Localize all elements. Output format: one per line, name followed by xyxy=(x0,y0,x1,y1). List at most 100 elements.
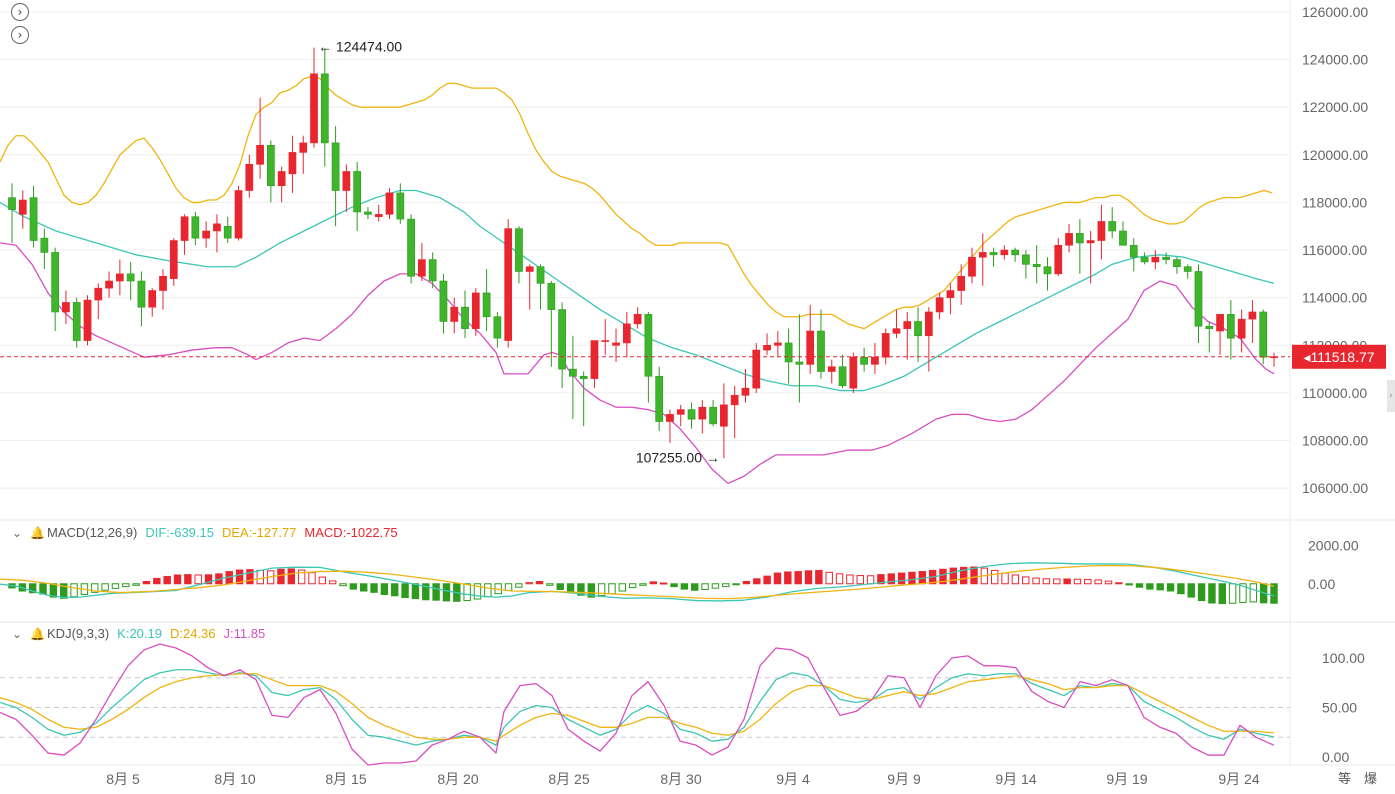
candle-down xyxy=(353,171,362,213)
macd-legend-macd: MACD:-1022.75 xyxy=(304,525,398,540)
macd-bar-negative xyxy=(1135,583,1144,588)
candle-down xyxy=(860,356,868,365)
candle-down xyxy=(569,368,577,377)
macd-bar-negative xyxy=(484,583,492,598)
macd-bar-negative xyxy=(359,583,368,592)
macd-bar-negative xyxy=(473,583,482,600)
macd-bar-positive xyxy=(887,573,895,585)
candle-up xyxy=(299,142,308,153)
macd-tick-label: 0.00 xyxy=(1308,576,1335,592)
candle-up xyxy=(62,302,70,313)
macd-bar-negative xyxy=(1208,583,1216,604)
macd-bar-positive xyxy=(1063,578,1071,585)
macd-bar-negative xyxy=(1197,583,1206,602)
nav-forward-icon[interactable]: › xyxy=(11,3,29,21)
candle-down xyxy=(72,302,81,341)
macd-bar-positive xyxy=(1115,582,1123,585)
kdj-tick-label: 50.00 xyxy=(1322,699,1357,715)
candle-up xyxy=(1097,221,1106,241)
bell-icon[interactable]: 🔔 xyxy=(30,626,46,641)
macd-bar-positive xyxy=(856,575,864,585)
macd-bar-positive xyxy=(835,573,844,585)
price-tick-label: 126000.00 xyxy=(1302,4,1368,20)
chevron-down-icon[interactable]: ⌄ xyxy=(12,626,23,641)
price-tick-label: 114000.00 xyxy=(1302,290,1367,306)
candle-down xyxy=(331,142,340,191)
candle-down xyxy=(1075,233,1084,244)
footer-icon-2[interactable]: 爆 xyxy=(1364,772,1378,787)
macd-bar-negative xyxy=(1270,583,1278,604)
macd-bar-positive xyxy=(815,569,823,585)
macd-bar-negative xyxy=(1166,583,1175,592)
macd-bar-positive xyxy=(287,568,296,585)
candle-up xyxy=(612,342,620,346)
macd-bar-negative xyxy=(28,583,37,594)
macd-bar-negative xyxy=(422,583,430,601)
candle-down xyxy=(267,144,275,187)
nav-forward-icon-2[interactable]: › xyxy=(11,26,29,44)
candle-up xyxy=(504,228,513,341)
candle-down xyxy=(579,375,588,379)
candle-up xyxy=(342,171,351,191)
macd-bar-negative xyxy=(411,583,420,600)
macd-bar-negative xyxy=(1239,583,1247,603)
candle-down xyxy=(1022,254,1030,265)
price-tick-label: 124000.00 xyxy=(1302,52,1368,68)
chevron-down-icon[interactable]: ⌄ xyxy=(12,525,23,540)
x-tick-label: 8月 30 xyxy=(660,771,701,787)
candle-up xyxy=(622,323,631,344)
macd-bar-negative xyxy=(91,583,99,593)
macd-legend-dea: DEA:-127.77 xyxy=(221,525,297,540)
candle-down xyxy=(817,330,825,372)
macd-bar-positive xyxy=(649,581,658,585)
candle-down xyxy=(126,273,135,282)
candle-up xyxy=(1237,318,1246,339)
candle-up xyxy=(601,340,610,342)
macd-dif-line xyxy=(0,562,1275,602)
candle-up xyxy=(903,321,912,329)
candle-up xyxy=(83,299,92,341)
macd-bar-positive xyxy=(246,569,254,585)
macd-dea-line xyxy=(0,564,1275,600)
candle-up xyxy=(105,280,113,289)
candle-up xyxy=(892,328,901,334)
macd-legend-name: MACD(12,26,9) xyxy=(47,525,138,540)
candle-down xyxy=(1032,264,1041,268)
candle-up xyxy=(849,356,858,389)
macd-bar-positive xyxy=(990,569,999,585)
x-tick-label: 9月 4 xyxy=(776,771,810,787)
macd-bar-negative xyxy=(597,583,606,597)
macd-bar-negative xyxy=(70,583,78,598)
macd-tick-label: 2000.00 xyxy=(1308,538,1359,554)
candle-down xyxy=(137,280,146,308)
candle-down xyxy=(838,366,847,387)
macd-bar-positive xyxy=(1042,578,1051,585)
macd-bar-positive xyxy=(153,577,161,585)
macd-legend-dif: DIF:-639.15 xyxy=(145,525,214,540)
candle-up xyxy=(1065,233,1073,246)
candle-up xyxy=(773,342,782,346)
macd-bar-negative xyxy=(722,583,730,588)
candle-up xyxy=(180,216,189,241)
candle-down xyxy=(1011,249,1019,256)
candle-up xyxy=(148,290,157,308)
candlesticks xyxy=(8,47,1278,459)
candle-up xyxy=(763,345,771,351)
bell-icon[interactable]: 🔔 xyxy=(30,525,46,540)
macd-bar-positive xyxy=(784,571,792,585)
candle-up xyxy=(213,223,221,232)
side-panel-toggle[interactable]: › xyxy=(1387,380,1395,412)
candle-down xyxy=(191,216,200,239)
macd-bar-negative xyxy=(670,583,678,588)
macd-bar-negative xyxy=(349,583,358,590)
macd-bar-positive xyxy=(535,580,544,585)
candle-up xyxy=(978,252,987,258)
candle-down xyxy=(784,342,793,363)
price-tick-label: 110000.00 xyxy=(1302,385,1367,401)
macd-bar-positive xyxy=(742,580,751,585)
price-tick-label: 118000.00 xyxy=(1302,194,1367,210)
candle-up xyxy=(418,259,426,277)
macd-bar-negative xyxy=(556,583,564,590)
footer-icon-1[interactable]: 等 xyxy=(1338,772,1352,787)
